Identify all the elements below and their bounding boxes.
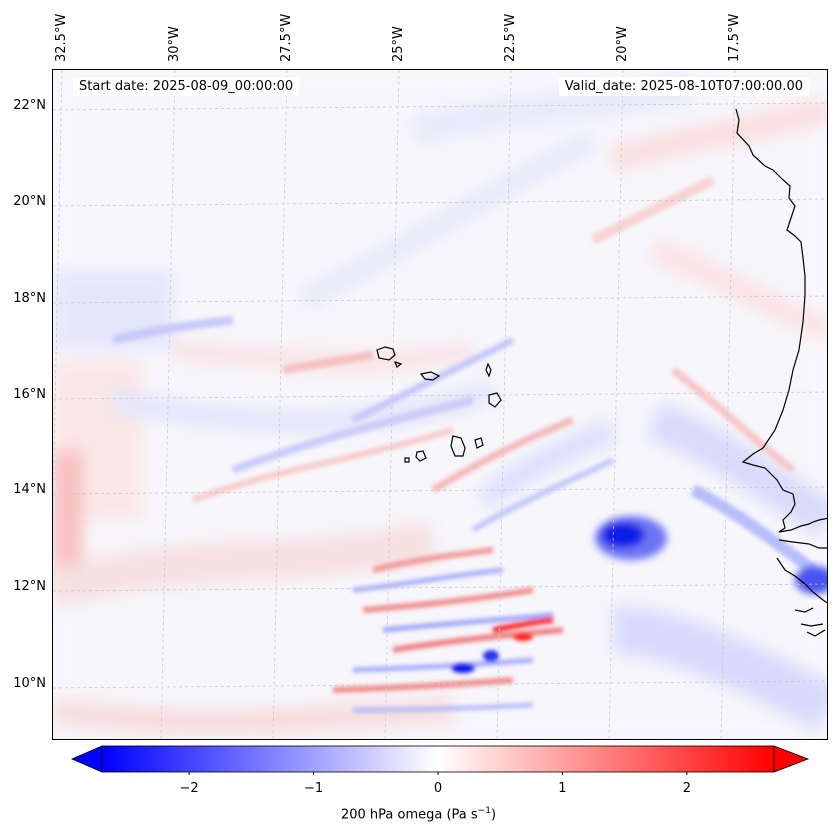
meridian-line bbox=[272, 70, 288, 739]
lon-label: 20°W bbox=[615, 26, 630, 62]
valid-date-label: Valid_date: 2025-08-10T07:00:00.00 bbox=[558, 77, 809, 96]
colorbar-gradient bbox=[101, 745, 775, 773]
lon-label: 30°W bbox=[167, 26, 182, 62]
start-date-label: Start date: 2025-08-09_00:00:00 bbox=[73, 77, 300, 96]
colorbar-tick-label: −2 bbox=[179, 781, 199, 796]
island-sal bbox=[485, 362, 492, 378]
omega-field-convection bbox=[332, 547, 564, 713]
island-fogo bbox=[415, 450, 427, 462]
omega-field-strong-ascent bbox=[595, 516, 667, 560]
lon-label: 22.5°W bbox=[503, 13, 518, 62]
lon-label: 25°W bbox=[391, 26, 406, 62]
africa-coast bbox=[735, 108, 827, 533]
colorbar-label-exponent: −1 bbox=[477, 806, 491, 816]
island-santo-antao bbox=[376, 346, 396, 361]
guinea-bissau-coast bbox=[776, 557, 827, 604]
lat-label: 18°N bbox=[13, 291, 46, 306]
colorbar-tick-label: 1 bbox=[558, 781, 567, 796]
map-plot bbox=[52, 69, 828, 740]
graticule bbox=[53, 70, 827, 739]
lat-label: 10°N bbox=[13, 676, 46, 691]
colorbar-label: 200 hPa omega (Pa s−1) bbox=[0, 806, 837, 822]
colorbar-tick-label: −1 bbox=[303, 781, 324, 796]
island-sao-nicolau bbox=[419, 371, 441, 381]
island-santiago bbox=[450, 435, 466, 457]
island-maio bbox=[474, 437, 484, 449]
omega-field-east-ascent bbox=[795, 566, 827, 594]
island-sao-vicente bbox=[393, 361, 403, 368]
island-boa-vista bbox=[488, 392, 502, 408]
meridian-line bbox=[384, 70, 400, 739]
lat-label: 22°N bbox=[13, 98, 46, 113]
lat-label: 16°N bbox=[13, 387, 46, 402]
gambia-coast bbox=[778, 539, 827, 549]
lat-label: 14°N bbox=[13, 482, 46, 497]
colorbar-extend-max bbox=[773, 745, 810, 773]
colorbar-tick-label: 0 bbox=[433, 781, 443, 796]
meridian-line bbox=[496, 70, 512, 739]
lon-label: 27.5°W bbox=[279, 13, 294, 62]
meridian-line bbox=[720, 70, 736, 739]
lon-label: 17.5°W bbox=[727, 13, 742, 62]
bijagos-islands bbox=[794, 607, 826, 637]
colorbar-tick-label: 2 bbox=[682, 781, 692, 796]
colorbar bbox=[70, 745, 810, 775]
coastlines bbox=[376, 108, 827, 637]
lon-label: 32.5°W bbox=[54, 13, 69, 62]
island-brava bbox=[404, 457, 410, 463]
colorbar-label-main: 200 hPa omega (Pa s bbox=[340, 807, 478, 823]
colorbar-label-end: ) bbox=[490, 807, 497, 823]
lat-label: 20°N bbox=[13, 194, 46, 209]
omega-field-streaks bbox=[111, 175, 817, 575]
colorbar-extend-min bbox=[70, 745, 103, 773]
meridian-line bbox=[608, 70, 624, 739]
meridian-line bbox=[160, 70, 176, 739]
lat-label: 12°N bbox=[13, 579, 46, 594]
